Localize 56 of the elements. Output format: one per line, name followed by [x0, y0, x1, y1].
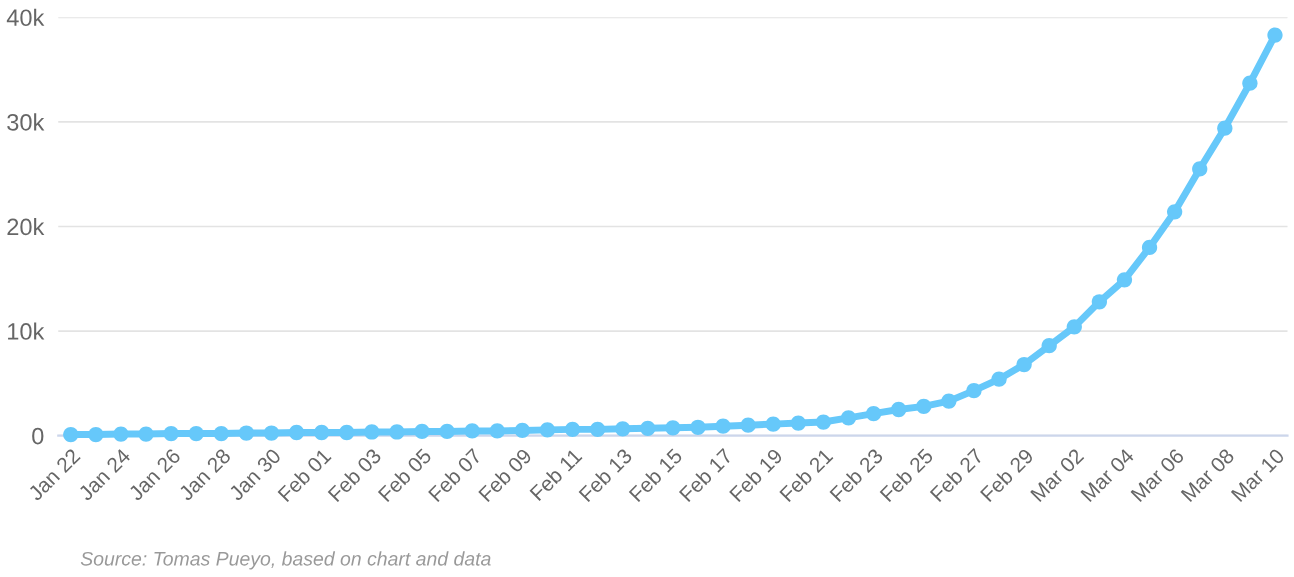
- point: [815, 414, 832, 430]
- point: [740, 417, 756, 433]
- point: [88, 426, 104, 443]
- point: [615, 421, 631, 437]
- point: [339, 424, 355, 441]
- point: [640, 420, 656, 436]
- point: [665, 420, 681, 436]
- point: [790, 415, 806, 431]
- point: [564, 421, 581, 437]
- point: [439, 423, 455, 440]
- point: [1016, 356, 1032, 373]
- point: [414, 423, 430, 440]
- y-tick-label: 0: [32, 427, 44, 445]
- point: [288, 424, 305, 441]
- point: [1167, 204, 1183, 220]
- point: [991, 371, 1007, 387]
- point: [1091, 294, 1108, 310]
- point: [1041, 338, 1057, 354]
- point: [1066, 319, 1082, 335]
- point: [589, 421, 606, 437]
- point: [840, 410, 857, 426]
- y-tick-label: 30k: [7, 113, 45, 131]
- point: [514, 422, 530, 439]
- point: [941, 393, 957, 409]
- point: [1141, 239, 1158, 256]
- point: [690, 419, 706, 435]
- point: [213, 425, 229, 442]
- point: [1192, 161, 1208, 177]
- y-tick-label: 10k: [8, 322, 45, 340]
- source-note: Source: Tomas Pueyo, based on chart and data: [80, 551, 491, 570]
- point: [188, 425, 204, 442]
- point: [1217, 120, 1233, 136]
- point: [1116, 272, 1133, 288]
- point: [364, 424, 380, 440]
- point: [489, 423, 505, 439]
- point: [891, 401, 907, 418]
- point: [113, 426, 129, 442]
- point: [263, 425, 280, 441]
- point: [163, 425, 179, 442]
- point: [715, 418, 731, 434]
- point: [865, 406, 882, 422]
- x-tick-label: Jan 22: [27, 447, 81, 502]
- point: [63, 426, 79, 443]
- point: [539, 422, 556, 438]
- point: [916, 398, 932, 414]
- point: [389, 424, 405, 440]
- point: [765, 416, 781, 432]
- point: [314, 424, 330, 441]
- point: [464, 423, 480, 439]
- point: [238, 425, 255, 441]
- y-tick-label: 20k: [7, 217, 45, 236]
- y-tick-label: 40k: [6, 8, 45, 27]
- point: [138, 426, 154, 442]
- point: [1267, 27, 1283, 43]
- point: [966, 383, 982, 399]
- point: [1242, 75, 1258, 91]
